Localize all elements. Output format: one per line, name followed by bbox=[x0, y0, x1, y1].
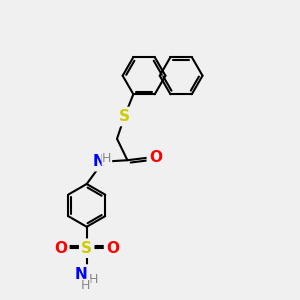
Text: S: S bbox=[119, 109, 130, 124]
Text: N: N bbox=[93, 154, 106, 169]
Text: N: N bbox=[74, 266, 87, 281]
Text: H: H bbox=[102, 152, 112, 165]
Text: O: O bbox=[54, 241, 67, 256]
Text: O: O bbox=[106, 241, 119, 256]
Text: S: S bbox=[81, 241, 92, 256]
Text: H: H bbox=[80, 279, 90, 292]
Text: H: H bbox=[88, 273, 98, 286]
Text: O: O bbox=[149, 150, 162, 165]
